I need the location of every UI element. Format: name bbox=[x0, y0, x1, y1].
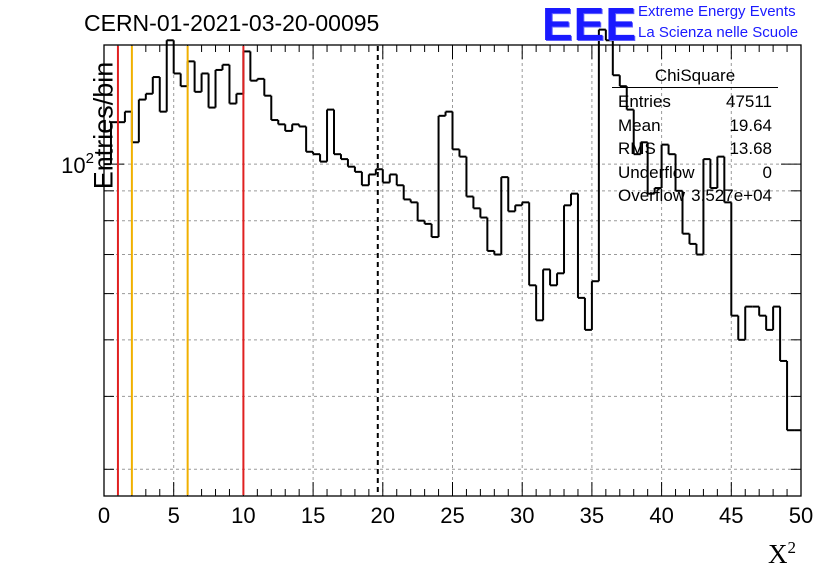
y-axis-label: Entries/bin bbox=[88, 61, 119, 190]
run-title: CERN-01-2021-03-20-00095 bbox=[84, 10, 380, 36]
x-tick-label: 35 bbox=[580, 503, 604, 528]
x-tick-label: 20 bbox=[371, 503, 395, 528]
x-tick-label: 5 bbox=[168, 503, 180, 528]
x-tick-label: 25 bbox=[440, 503, 464, 528]
stats-row-overflow: Overflow 3.527e+04 bbox=[618, 186, 772, 205]
x-tick-label: 0 bbox=[98, 503, 110, 528]
x-tick-label: 30 bbox=[510, 503, 534, 528]
y-tick-label: 102 bbox=[61, 150, 94, 178]
x-tick-label: 40 bbox=[649, 503, 673, 528]
logo-line-1: Extreme Energy Events bbox=[638, 3, 796, 20]
x-axis-label: X2 bbox=[768, 538, 796, 569]
logo-line-2: La Scienza nelle Scuole bbox=[638, 24, 799, 41]
stats-row-underflow: Underflow 0 bbox=[618, 162, 772, 182]
stats-box: ChiSquare Entries 47511 Mean 19.64 RMS 13.6… bbox=[612, 66, 778, 208]
stats-title: ChiSquare bbox=[612, 66, 778, 88]
stats-row-mean: Mean 19.64 bbox=[618, 115, 772, 135]
stats-row-entries: Entries 47511 bbox=[618, 92, 772, 111]
x-tick-label: 50 bbox=[789, 503, 813, 528]
eee-logo: EEE bbox=[542, 0, 638, 50]
x-tick-label: 15 bbox=[301, 503, 325, 528]
x-tick-label: 10 bbox=[231, 503, 255, 528]
stats-row-rms: RMS 13.68 bbox=[618, 139, 772, 158]
x-tick-label: 45 bbox=[719, 503, 743, 528]
